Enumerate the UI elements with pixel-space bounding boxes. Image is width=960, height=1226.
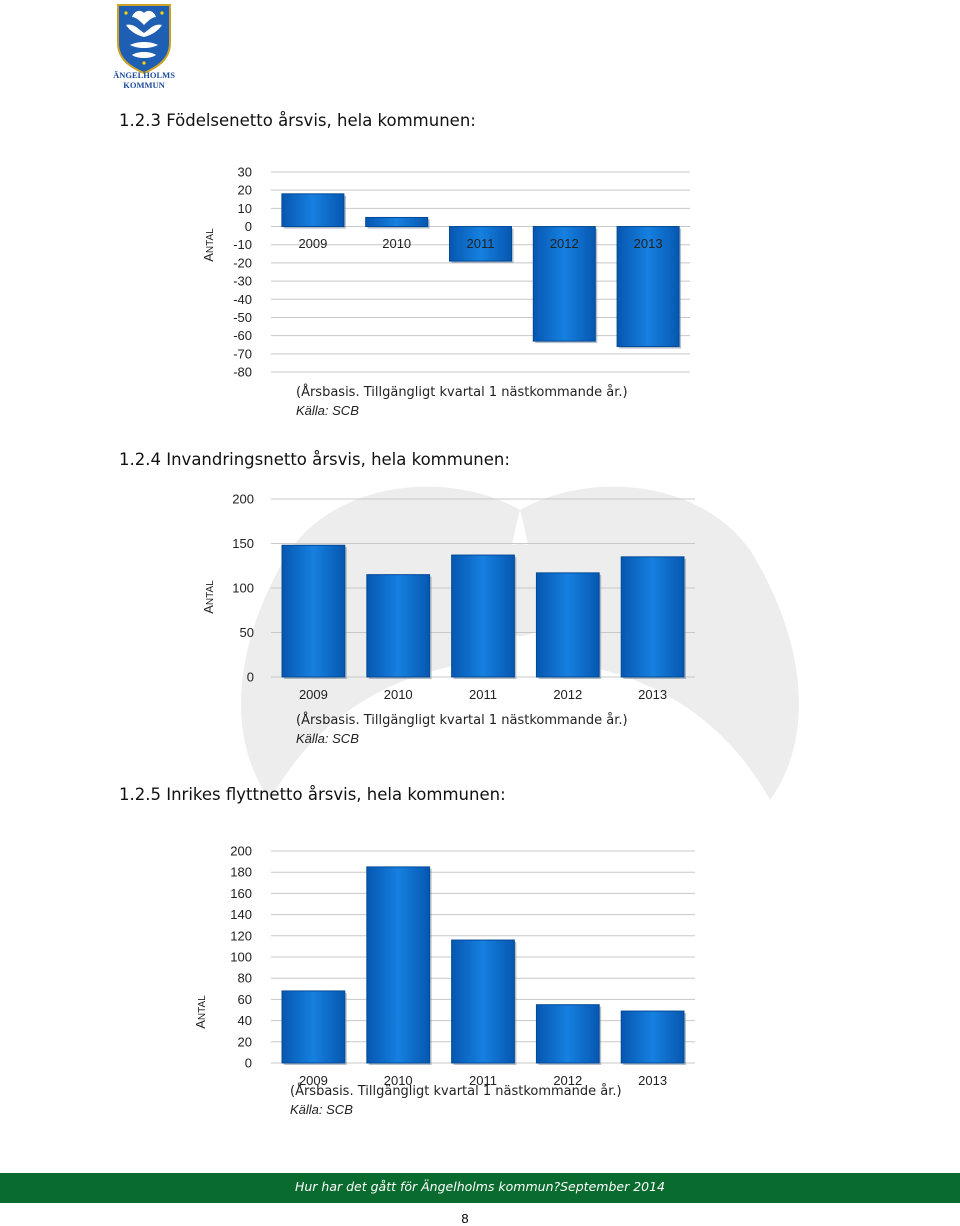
y-tick-label: -60: [233, 328, 252, 343]
x-tick-label: 2010: [384, 1073, 413, 1088]
y-tick-label: 0: [245, 219, 252, 234]
y-tick-label: 180: [230, 865, 252, 880]
y-tick-label: -70: [233, 346, 252, 361]
section-heading-invandringsnetto: 1.2.4 Invandringsnetto årsvis, hela komm…: [119, 450, 510, 469]
y-tick-label: 40: [238, 1013, 252, 1028]
x-tick-label: 2011: [467, 236, 495, 251]
y-axis-label: ANTAL: [201, 580, 216, 614]
chart-note-inrikes-flyttnetto: (Årsbasis. Tillgängligt kvartal 1 nästko…: [290, 1084, 622, 1117]
bar-2013: [620, 1010, 685, 1064]
x-tick-label: 2013: [634, 236, 663, 251]
y-tick-label: 0: [247, 670, 254, 685]
y-tick-label: -20: [233, 255, 252, 270]
bar-2010: [365, 216, 429, 228]
logo-wordmark: ÄNGELHOLMS KOMMUN: [113, 70, 175, 90]
x-tick-label: 2013: [638, 687, 667, 702]
y-tick-label: -80: [233, 365, 252, 380]
section-heading-inrikes-flyttnetto: 1.2.5 Inrikes flyttnetto årsvis, hela ko…: [119, 785, 506, 804]
bar-2012: [535, 1004, 600, 1064]
x-tick-label: 2011: [469, 687, 497, 702]
bar-2013: [620, 556, 685, 678]
chart-note-invandringsnetto: (Årsbasis. Tillgängligt kvartal 1 nästko…: [296, 713, 628, 746]
source-label: Källa: SCB: [296, 731, 359, 746]
bar-2012: [532, 226, 596, 342]
chart-invandringsnetto: 200 150 100 50 0 ANTAL 2009 2010 2011 2012 2013: [201, 492, 695, 702]
x-tick-label: 2009: [299, 1073, 328, 1088]
y-tick-label: 0: [245, 1056, 252, 1071]
source-label: Källa: SCB: [290, 1102, 353, 1117]
bar-2009: [281, 990, 346, 1064]
x-tick-label: 2012: [550, 236, 579, 251]
y-tick-label: -50: [233, 310, 252, 325]
x-tick-label: 2012: [553, 1073, 582, 1088]
x-tick-label: 2009: [298, 236, 327, 251]
y-tick-label: -10: [233, 237, 252, 252]
y-tick-label: 100: [230, 950, 252, 965]
bar-2013: [616, 226, 680, 348]
bar-2010: [366, 574, 431, 678]
y-tick-label: 60: [238, 992, 252, 1007]
y-tick-label: 80: [238, 971, 252, 986]
y-tick-label: -30: [233, 274, 252, 289]
bar-2009: [281, 193, 345, 228]
y-tick-label: 200: [232, 492, 254, 507]
x-tick-label: 2013: [638, 1073, 667, 1088]
bar-2011: [451, 554, 515, 678]
x-tick-label: 2012: [553, 687, 582, 702]
y-tick-label: 20: [238, 183, 252, 198]
footer-text: Hur har det gått för Ängelholms kommun?S…: [294, 1179, 666, 1194]
bar-2011: [448, 226, 513, 262]
y-tick-label: 140: [230, 907, 252, 922]
y-tick-label: 10: [238, 201, 252, 216]
y-axis-label: ANTAL: [193, 995, 208, 1029]
bar-2011: [451, 939, 515, 1064]
bar-2012: [535, 572, 600, 678]
x-tick-label: 2010: [384, 687, 413, 702]
y-axis-label: ANTAL: [201, 228, 216, 262]
section-heading-fodelsenetto: 1.2.3 Födelsenetto årsvis, hela kommunen…: [119, 111, 476, 130]
y-tick-label: 30: [238, 165, 252, 180]
bar-2009: [281, 544, 346, 678]
y-tick-label: 20: [238, 1034, 252, 1049]
x-tick-label: 2010: [382, 236, 411, 251]
bar-2010: [366, 866, 431, 1064]
y-tick-label: 50: [240, 625, 254, 640]
coat-of-arms-logo: [117, 4, 171, 75]
y-tick-label: 120: [230, 928, 252, 943]
y-tick-label: 160: [230, 886, 252, 901]
x-tick-label: 2011: [469, 1073, 497, 1088]
y-tick-label: 100: [232, 581, 254, 596]
footer-bar: Hur har det gått för Ängelholms kommun?S…: [0, 1173, 960, 1203]
x-tick-label: 2009: [299, 687, 328, 702]
y-tick-label: 200: [230, 844, 252, 859]
page-number: 8: [461, 1211, 469, 1226]
y-tick-label: 150: [232, 536, 254, 551]
chart-note-fodelsenetto: (Årsbasis. Tillgängligt kvartal 1 nästko…: [296, 385, 628, 418]
source-label: Källa: SCB: [296, 403, 359, 418]
y-tick-label: -40: [233, 292, 252, 307]
